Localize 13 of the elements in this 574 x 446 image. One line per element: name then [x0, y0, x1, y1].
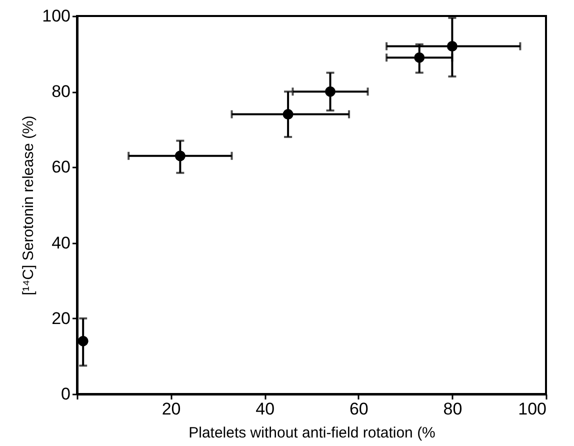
y-tick-label: 20 — [52, 308, 70, 328]
y-tick-label: 80 — [52, 82, 70, 102]
y-axis-title: [¹⁴C] Serotonin release (%) — [20, 116, 38, 296]
y-tick-label: 60 — [52, 158, 70, 177]
y-tick-label: 40 — [52, 233, 70, 252]
y-tick-label: 0 — [61, 384, 70, 404]
x-tick-label: 20 — [162, 400, 181, 418]
x-tick-label: 100 — [518, 400, 546, 418]
y-tick-label: 100 — [42, 6, 70, 26]
x-tick-label: 40 — [256, 400, 275, 418]
x-tick-label: 80 — [443, 400, 462, 418]
x-tick-label: 60 — [349, 400, 368, 418]
x-axis-title: Platelets without anti-field rotation (% — [188, 424, 436, 442]
